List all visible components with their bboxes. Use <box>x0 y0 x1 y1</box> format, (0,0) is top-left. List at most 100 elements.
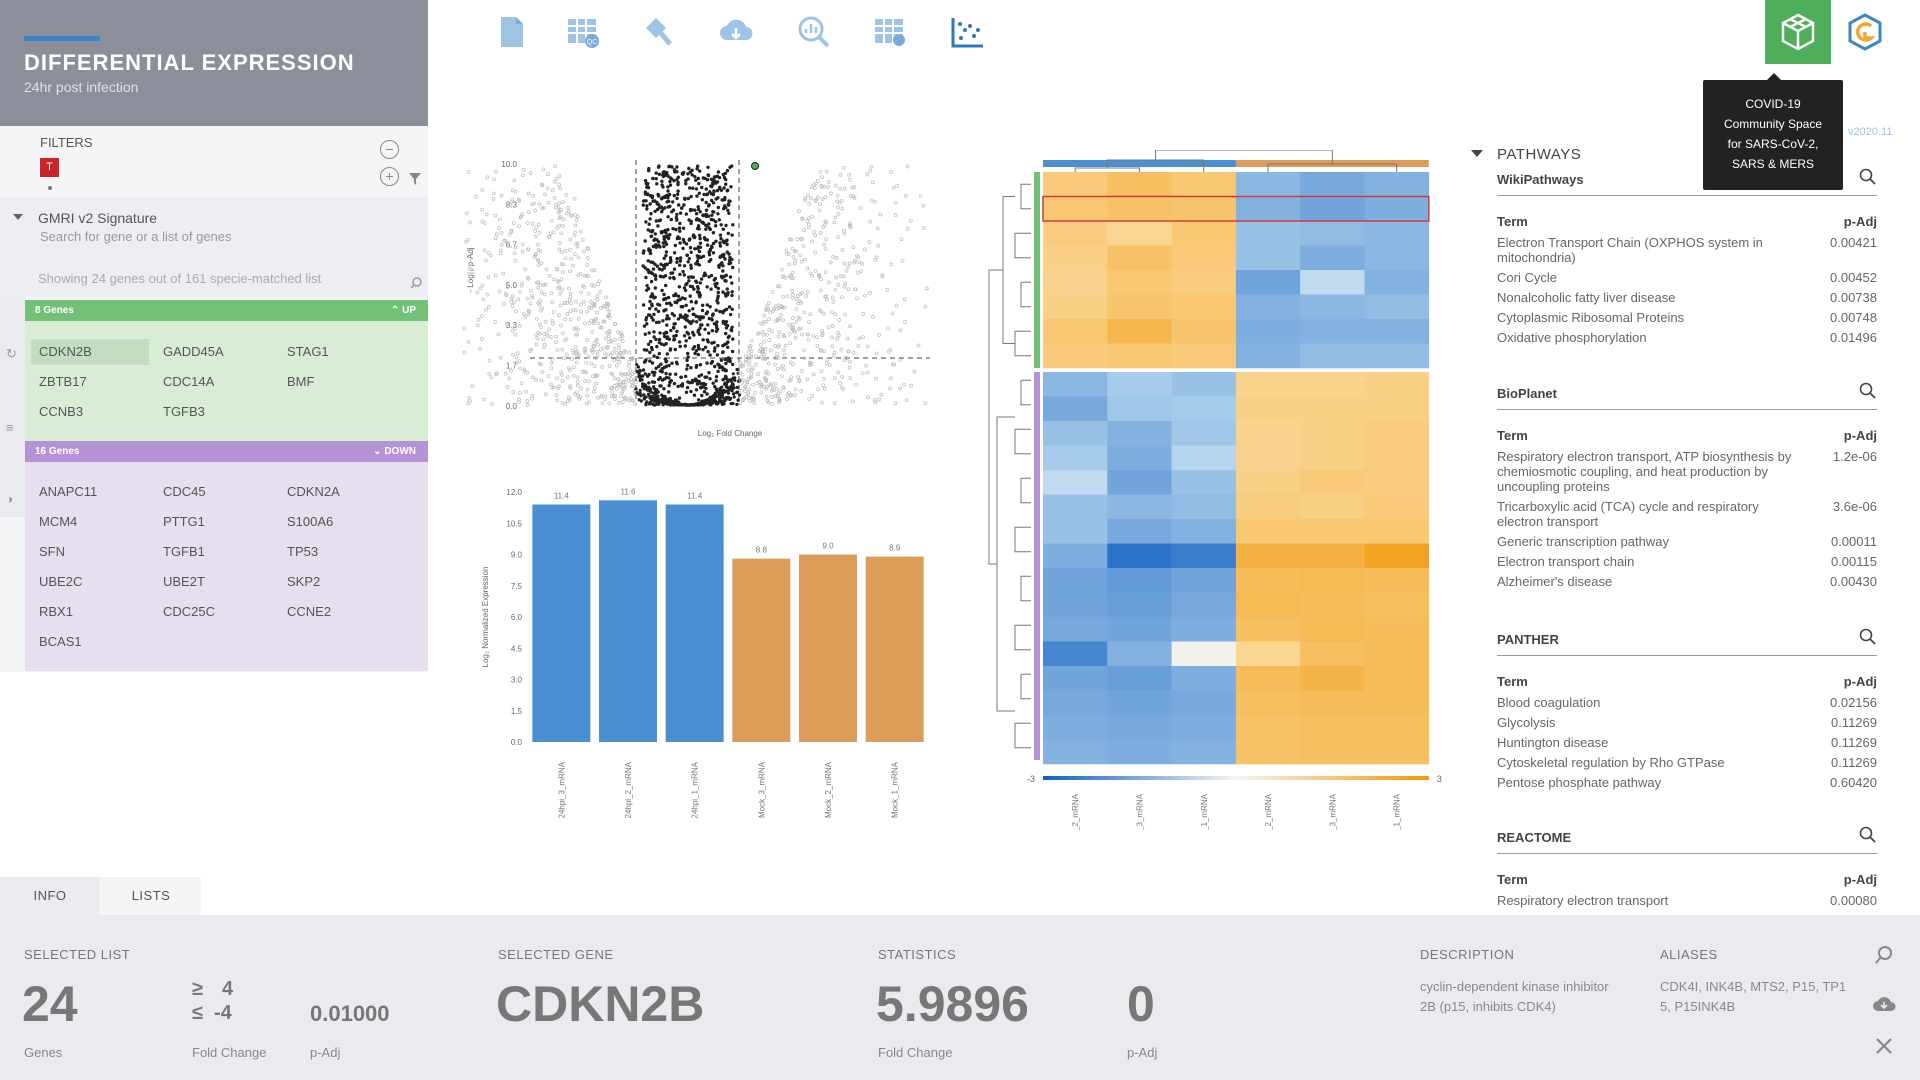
gene-item[interactable]: S100A6 <box>287 514 334 529</box>
heatmap-cell[interactable] <box>1300 739 1365 765</box>
gene-item[interactable]: BMF <box>287 374 315 389</box>
heatmap-cell[interactable] <box>1043 396 1108 422</box>
heatmap-cell[interactable] <box>1235 617 1301 642</box>
heatmap-cell[interactable] <box>1107 543 1172 569</box>
gene-item[interactable]: UBE2T <box>163 574 205 589</box>
gene-item[interactable]: CDC45 <box>163 484 206 499</box>
remove-filter-button[interactable]: − <box>380 140 399 159</box>
heatmap-cell[interactable] <box>1171 617 1237 642</box>
heatmap-cell[interactable] <box>1171 739 1237 765</box>
gene-item[interactable]: UBE2C <box>39 574 83 589</box>
gene-item[interactable]: TGFB1 <box>163 544 205 559</box>
heatmap-cell[interactable] <box>1107 568 1172 593</box>
heatmap-cell[interactable] <box>1107 494 1172 520</box>
heatmap-cell[interactable] <box>1364 568 1430 593</box>
heatmap-cell[interactable] <box>1043 715 1108 740</box>
heatmap-cell[interactable] <box>1300 421 1365 446</box>
heatmap-cell[interactable] <box>1235 245 1301 271</box>
heatmap-cell[interactable] <box>1235 543 1301 569</box>
heatmap-cell[interactable] <box>1171 396 1237 422</box>
heatmap-cell[interactable] <box>1364 270 1430 295</box>
heatmap-cell[interactable] <box>1300 568 1365 593</box>
heatmap-cell[interactable] <box>1300 221 1365 246</box>
gene-item[interactable]: ZBTB17 <box>39 374 87 389</box>
gene-item[interactable]: CCNE2 <box>287 604 332 619</box>
up-genes-header[interactable]: 8 Genes ⌃ UP <box>25 300 428 321</box>
heatmap-cell[interactable] <box>1171 343 1237 369</box>
heatmap-cell[interactable] <box>1300 270 1365 295</box>
heatmap-cell[interactable] <box>1043 245 1108 271</box>
heatmap-cell[interactable] <box>1107 715 1172 740</box>
cloud-download-icon[interactable] <box>718 14 754 50</box>
heatmap-cell[interactable] <box>1235 470 1301 495</box>
heatmap-cell[interactable] <box>1171 196 1237 222</box>
heatmap-cell[interactable] <box>1043 196 1108 222</box>
pathway-row[interactable]: Tricarboxylic acid (TCA) cycle and respi… <box>1497 499 1877 529</box>
heatmap-cell[interactable] <box>1235 445 1301 471</box>
heatmap-cell[interactable] <box>1235 294 1301 320</box>
pathway-row[interactable]: Huntington disease 0.11269 <box>1497 735 1877 750</box>
heatmap-cell[interactable] <box>1107 592 1172 618</box>
heatmap-cell[interactable] <box>1043 343 1108 369</box>
heatmap-cell[interactable] <box>1043 294 1108 320</box>
heatmap-cell[interactable] <box>1171 245 1237 271</box>
bar[interactable] <box>732 558 791 742</box>
heatmap-cell[interactable] <box>1364 445 1430 471</box>
heatmap-cell[interactable] <box>1300 294 1365 320</box>
heatmap-cell[interactable] <box>1043 739 1108 765</box>
heatmap-cell[interactable] <box>1364 221 1430 246</box>
heatmap-cell[interactable] <box>1043 617 1108 642</box>
gene-item[interactable]: STAG1 <box>287 344 329 359</box>
heatmap-cell[interactable] <box>1171 421 1237 446</box>
gene-item[interactable]: SKP2 <box>287 574 321 589</box>
heatmap-cell[interactable] <box>1235 592 1301 618</box>
heatmap-cell[interactable] <box>1364 343 1430 369</box>
table-settings-icon[interactable] <box>872 14 908 50</box>
heatmap-cell[interactable] <box>1043 690 1108 716</box>
heatmap-cell[interactable] <box>1171 172 1237 197</box>
gene-item[interactable]: CCNB3 <box>39 404 84 419</box>
heatmap-cell[interactable] <box>1043 666 1108 691</box>
heatmap-cell[interactable] <box>1364 617 1430 642</box>
pathway-row[interactable]: Alzheimer's disease 0.00430 <box>1497 574 1877 589</box>
gene-item[interactable]: CDC25C <box>163 604 216 619</box>
heatmap-cell[interactable] <box>1364 245 1430 271</box>
heatmap-cell[interactable] <box>1364 715 1430 740</box>
heatmap-cell[interactable] <box>1043 445 1108 471</box>
heatmap-cell[interactable] <box>1300 592 1365 618</box>
pathway-row[interactable]: Cytoskeletal regulation by Rho GTPase 0.1… <box>1497 755 1877 770</box>
heatmap-cell[interactable] <box>1107 445 1172 471</box>
heatmap-cell[interactable] <box>1235 372 1301 397</box>
heatmap-cell[interactable] <box>1107 641 1172 667</box>
heatmap-cell[interactable] <box>1235 568 1301 593</box>
heatmap-cell[interactable] <box>1235 690 1301 716</box>
gene-item[interactable]: RBX1 <box>39 604 73 619</box>
heatmap-cell[interactable] <box>1171 592 1237 618</box>
heatmap-cell[interactable] <box>1107 690 1172 716</box>
pathway-row[interactable]: Glycolysis 0.11269 <box>1497 715 1877 730</box>
heatmap-cell[interactable] <box>1364 690 1430 716</box>
search-icon[interactable] <box>410 277 422 289</box>
heatmap-cell[interactable] <box>1043 319 1108 344</box>
gene-item[interactable]: TGFB3 <box>163 404 205 419</box>
heatmap-cell[interactable] <box>1107 270 1172 295</box>
heatmap-cell[interactable] <box>1043 592 1108 618</box>
heatmap-cell[interactable] <box>1107 319 1172 344</box>
heatmap-cell[interactable] <box>1300 494 1365 520</box>
cloud-download-icon[interactable] <box>1872 995 1896 1013</box>
heatmap-cell[interactable] <box>1300 470 1365 495</box>
heatmap-cell[interactable] <box>1171 543 1237 569</box>
heatmap-cell[interactable] <box>1235 196 1301 222</box>
community-space-button[interactable] <box>1765 0 1831 64</box>
heatmap-cell[interactable] <box>1235 319 1301 344</box>
pathways-caret-icon[interactable] <box>1471 150 1483 160</box>
heatmap-cell[interactable] <box>1235 343 1301 369</box>
heatmap-cell[interactable] <box>1300 715 1365 740</box>
search-icon[interactable] <box>1859 826 1877 849</box>
heatmap-cell[interactable] <box>1171 270 1237 295</box>
heatmap-cell[interactable] <box>1300 445 1365 471</box>
heatmap-cell[interactable] <box>1364 666 1430 691</box>
pathway-row[interactable]: Blood coagulation 0.02156 <box>1497 695 1877 710</box>
heatmap-cell[interactable] <box>1364 396 1430 422</box>
heatmap-cell[interactable] <box>1171 372 1237 397</box>
